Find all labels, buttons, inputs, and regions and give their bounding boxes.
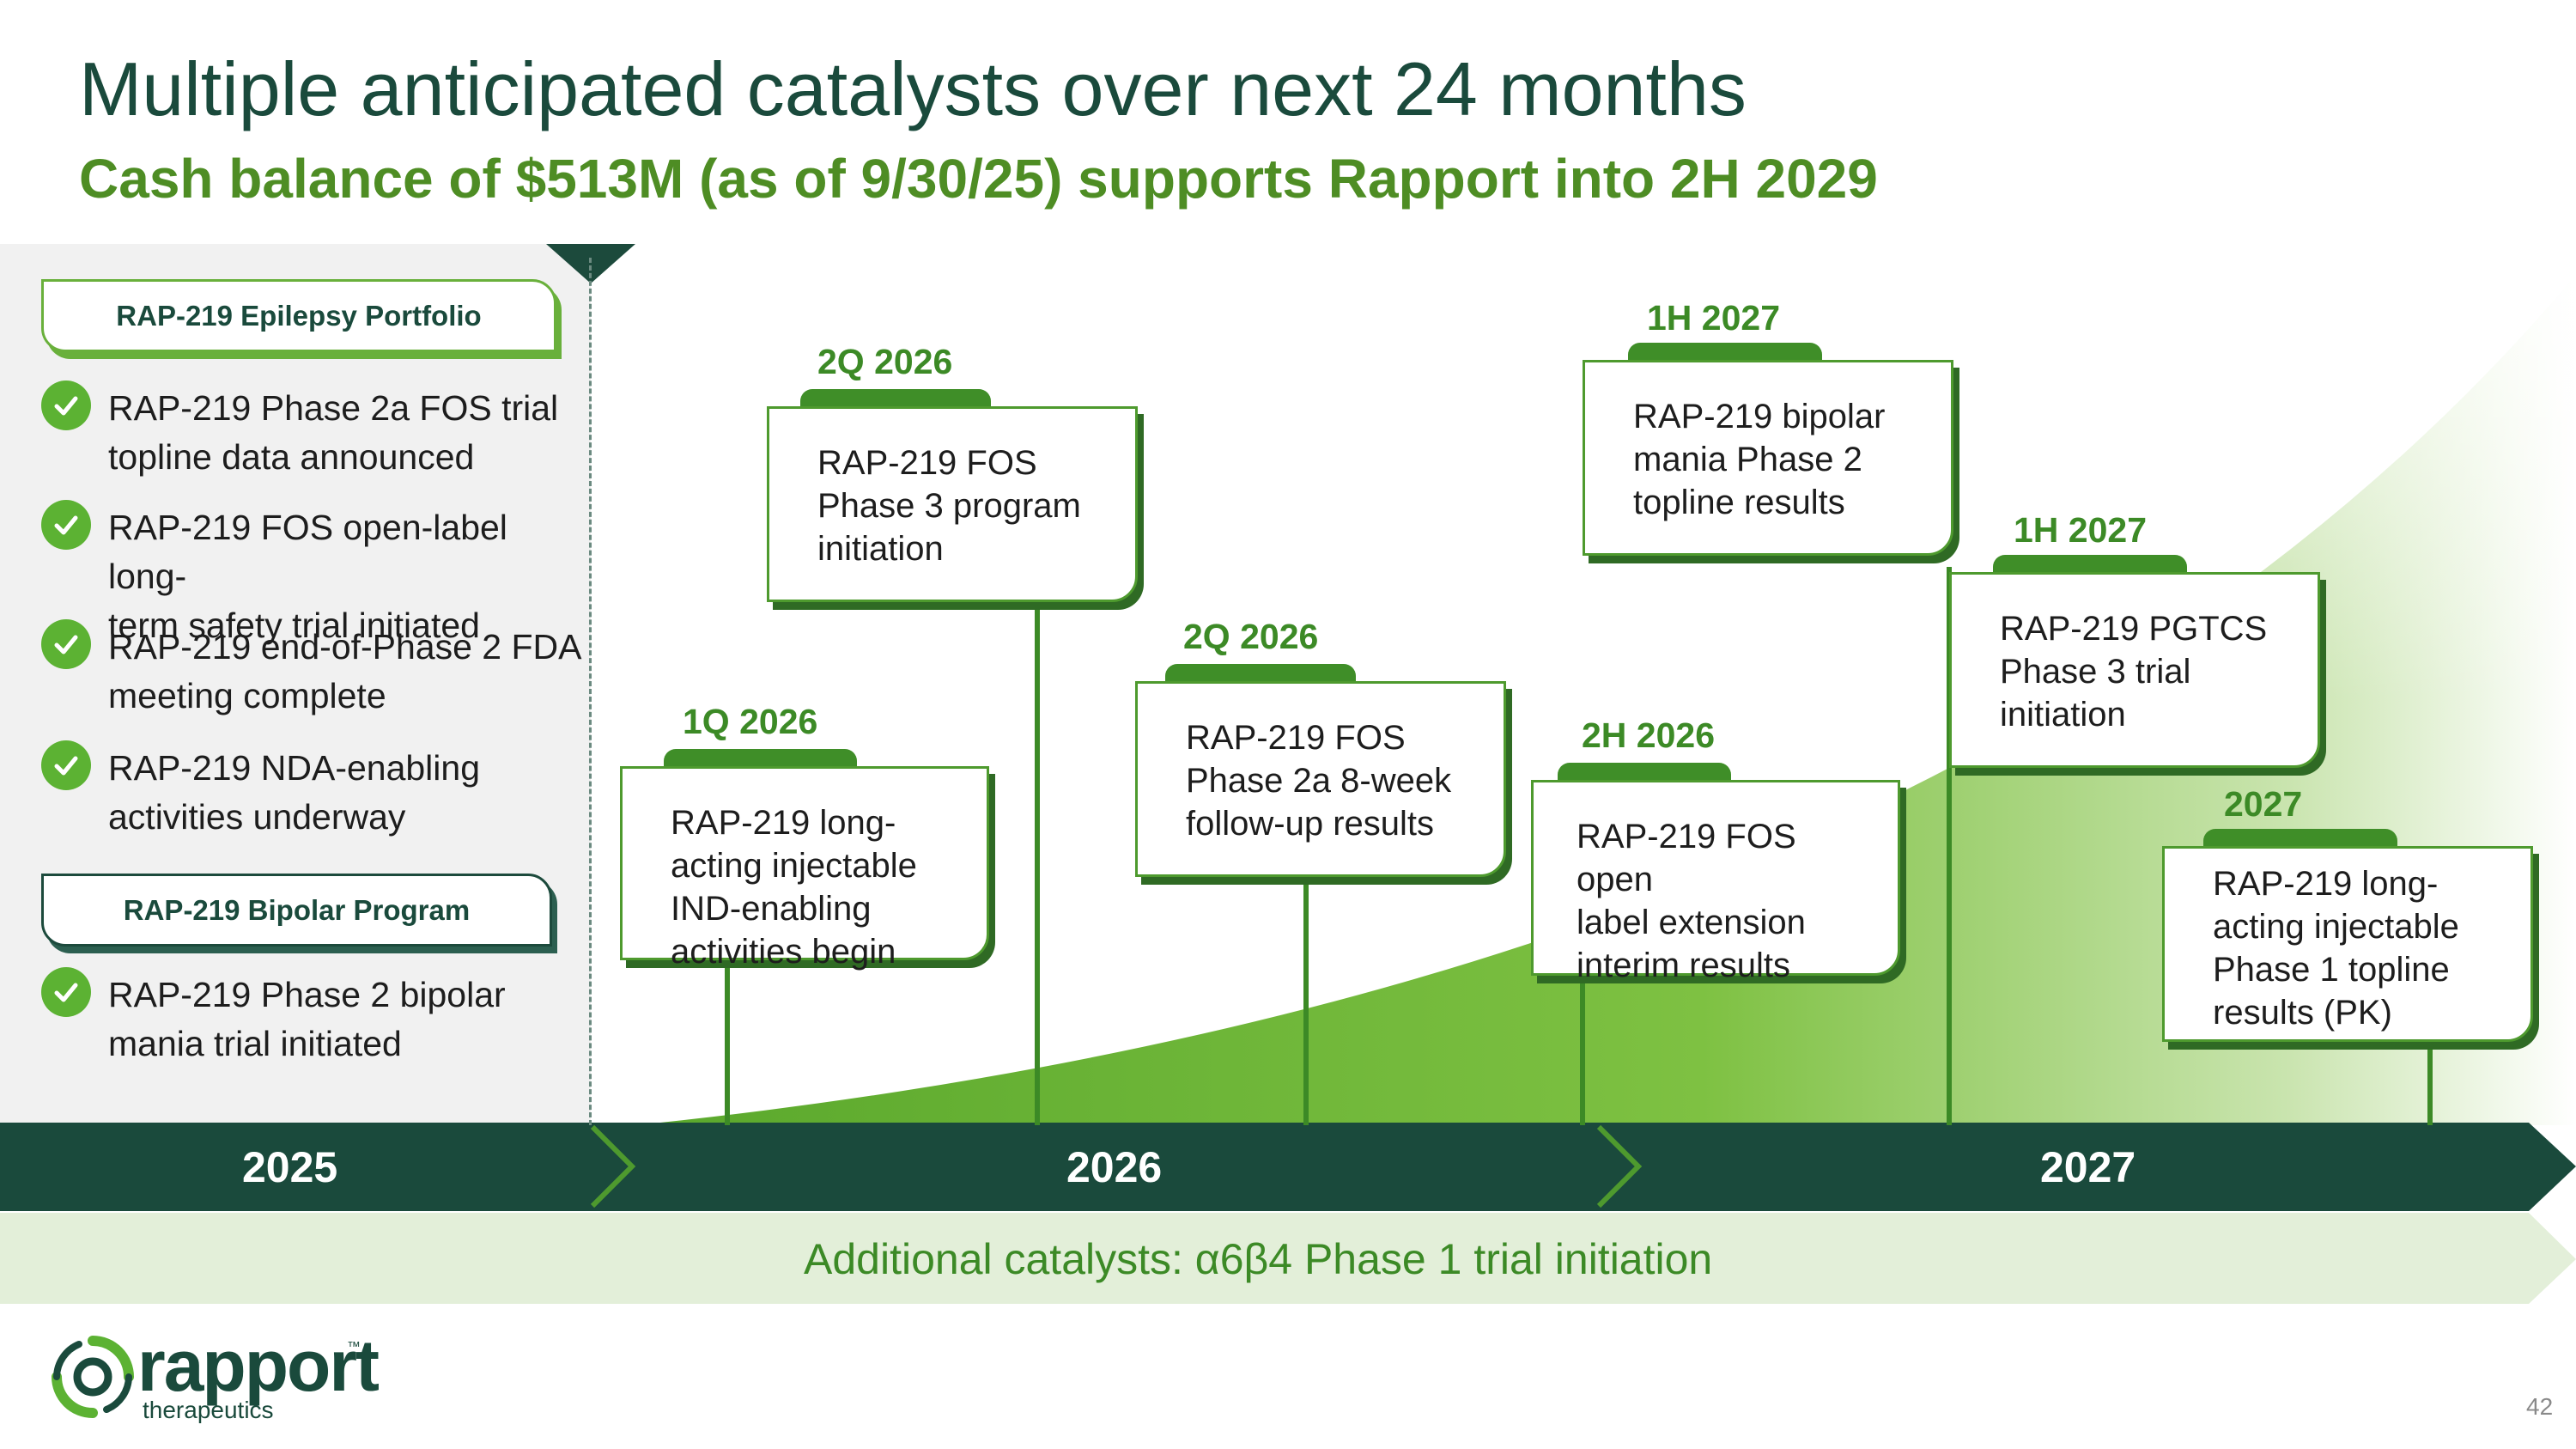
milestone-date: 2Q 2026	[1183, 617, 1319, 656]
milestone-tab	[1558, 763, 1731, 782]
milestone-date: 1H 2027	[1647, 298, 1781, 338]
check-icon	[41, 381, 91, 430]
milestone-card: RAP-219 FOS Phase 2a 8-week follow-up resu…	[1135, 681, 1506, 877]
year-bar	[0, 1123, 2576, 1211]
rapport-logo-icon	[52, 1336, 134, 1418]
milestone-card: RAP-219 long-acting injectable Phase 1 to…	[2162, 846, 2533, 1042]
milestone-stem	[2427, 1044, 2433, 1125]
milestone-stem	[1947, 567, 1952, 1125]
slide-title: Multiple anticipated catalysts over next…	[79, 46, 1747, 131]
milestone-date: 2027	[2224, 784, 2303, 824]
check-icon	[41, 500, 91, 550]
milestone-card: RAP-219 bipolar mania Phase 2 topline resu…	[1583, 360, 1953, 556]
check-item-text: RAP-219 Phase 2a FOS trial topline data a…	[108, 388, 559, 477]
milestone-stem	[1035, 601, 1040, 1125]
milestone-date: 1Q 2026	[683, 702, 818, 741]
page-number: 42	[2526, 1393, 2554, 1420]
milestone-stem	[725, 953, 730, 1125]
milestone-date: 2H 2026	[1582, 715, 1716, 755]
list-item: RAP-219 FOS open-label long-term safety …	[41, 500, 582, 650]
list-item: RAP-219 NDA-enabling activities underway	[41, 740, 582, 842]
list-item: RAP-219 Phase 2 bipolar mania trial initi…	[41, 967, 582, 1068]
milestone-tab	[664, 749, 857, 768]
check-item-text: RAP-219 NDA-enabling activities underway	[108, 748, 481, 837]
milestone-card: RAP-219 PGTCS Phase 3 trial initiation	[1949, 572, 2320, 768]
epilepsy-portfolio-tab: RAP-219 Epilepsy Portfolio	[41, 279, 556, 352]
check-icon	[41, 967, 91, 1017]
check-item-text: RAP-219 end-of-Phase 2 FDA meeting comple…	[108, 627, 582, 715]
slide-subtitle: Cash balance of $513M (as of 9/30/25) su…	[79, 148, 1878, 210]
panel-divider	[589, 258, 592, 1125]
year-chevron-1	[590, 1124, 636, 1209]
milestone-date: 1H 2027	[2014, 510, 2148, 550]
logo-trademark: ™	[347, 1340, 361, 1355]
milestone-date: 2Q 2026	[817, 342, 953, 381]
bipolar-program-tab: RAP-219 Bipolar Program	[41, 874, 552, 947]
check-icon	[41, 740, 91, 790]
milestone-tab	[2203, 829, 2397, 848]
year-chevron-2	[1596, 1124, 1643, 1209]
check-icon	[41, 619, 91, 669]
milestone-card: RAP-219 FOS open label extension interim r…	[1531, 780, 1900, 984]
additional-catalysts: Additional catalysts: α6β4 Phase 1 trial…	[804, 1235, 1713, 1283]
logo-subtitle: therapeutics	[143, 1397, 274, 1423]
milestone-tab	[800, 389, 991, 408]
milestone-tab	[1993, 555, 2187, 574]
milestone-card: RAP-219 long-acting injectable IND-enabli…	[620, 766, 989, 971]
list-item: RAP-219 Phase 2a FOS trial topline data a…	[41, 381, 582, 482]
year-label-2027: 2027	[2040, 1143, 2136, 1191]
year-label-2026: 2026	[1066, 1143, 1163, 1191]
list-item: RAP-219 end-of-Phase 2 FDA meeting comple…	[41, 619, 582, 721]
milestone-tab	[1165, 664, 1356, 683]
milestone-stem	[1580, 975, 1585, 1125]
completed-panel	[0, 244, 591, 1124]
milestone-tab	[1628, 343, 1822, 362]
check-item-text: RAP-219 Phase 2 bipolar mania trial initi…	[108, 975, 506, 1063]
milestone-stem	[1303, 876, 1309, 1125]
check-item-text: RAP-219 FOS open-label long-term safety …	[108, 508, 507, 645]
logo-wordmark: rapport	[137, 1325, 380, 1406]
milestone-card: RAP-219 FOS Phase 3 program initiation	[767, 406, 1138, 602]
additional-band	[0, 1213, 2576, 1304]
year-label-2025: 2025	[242, 1143, 338, 1191]
